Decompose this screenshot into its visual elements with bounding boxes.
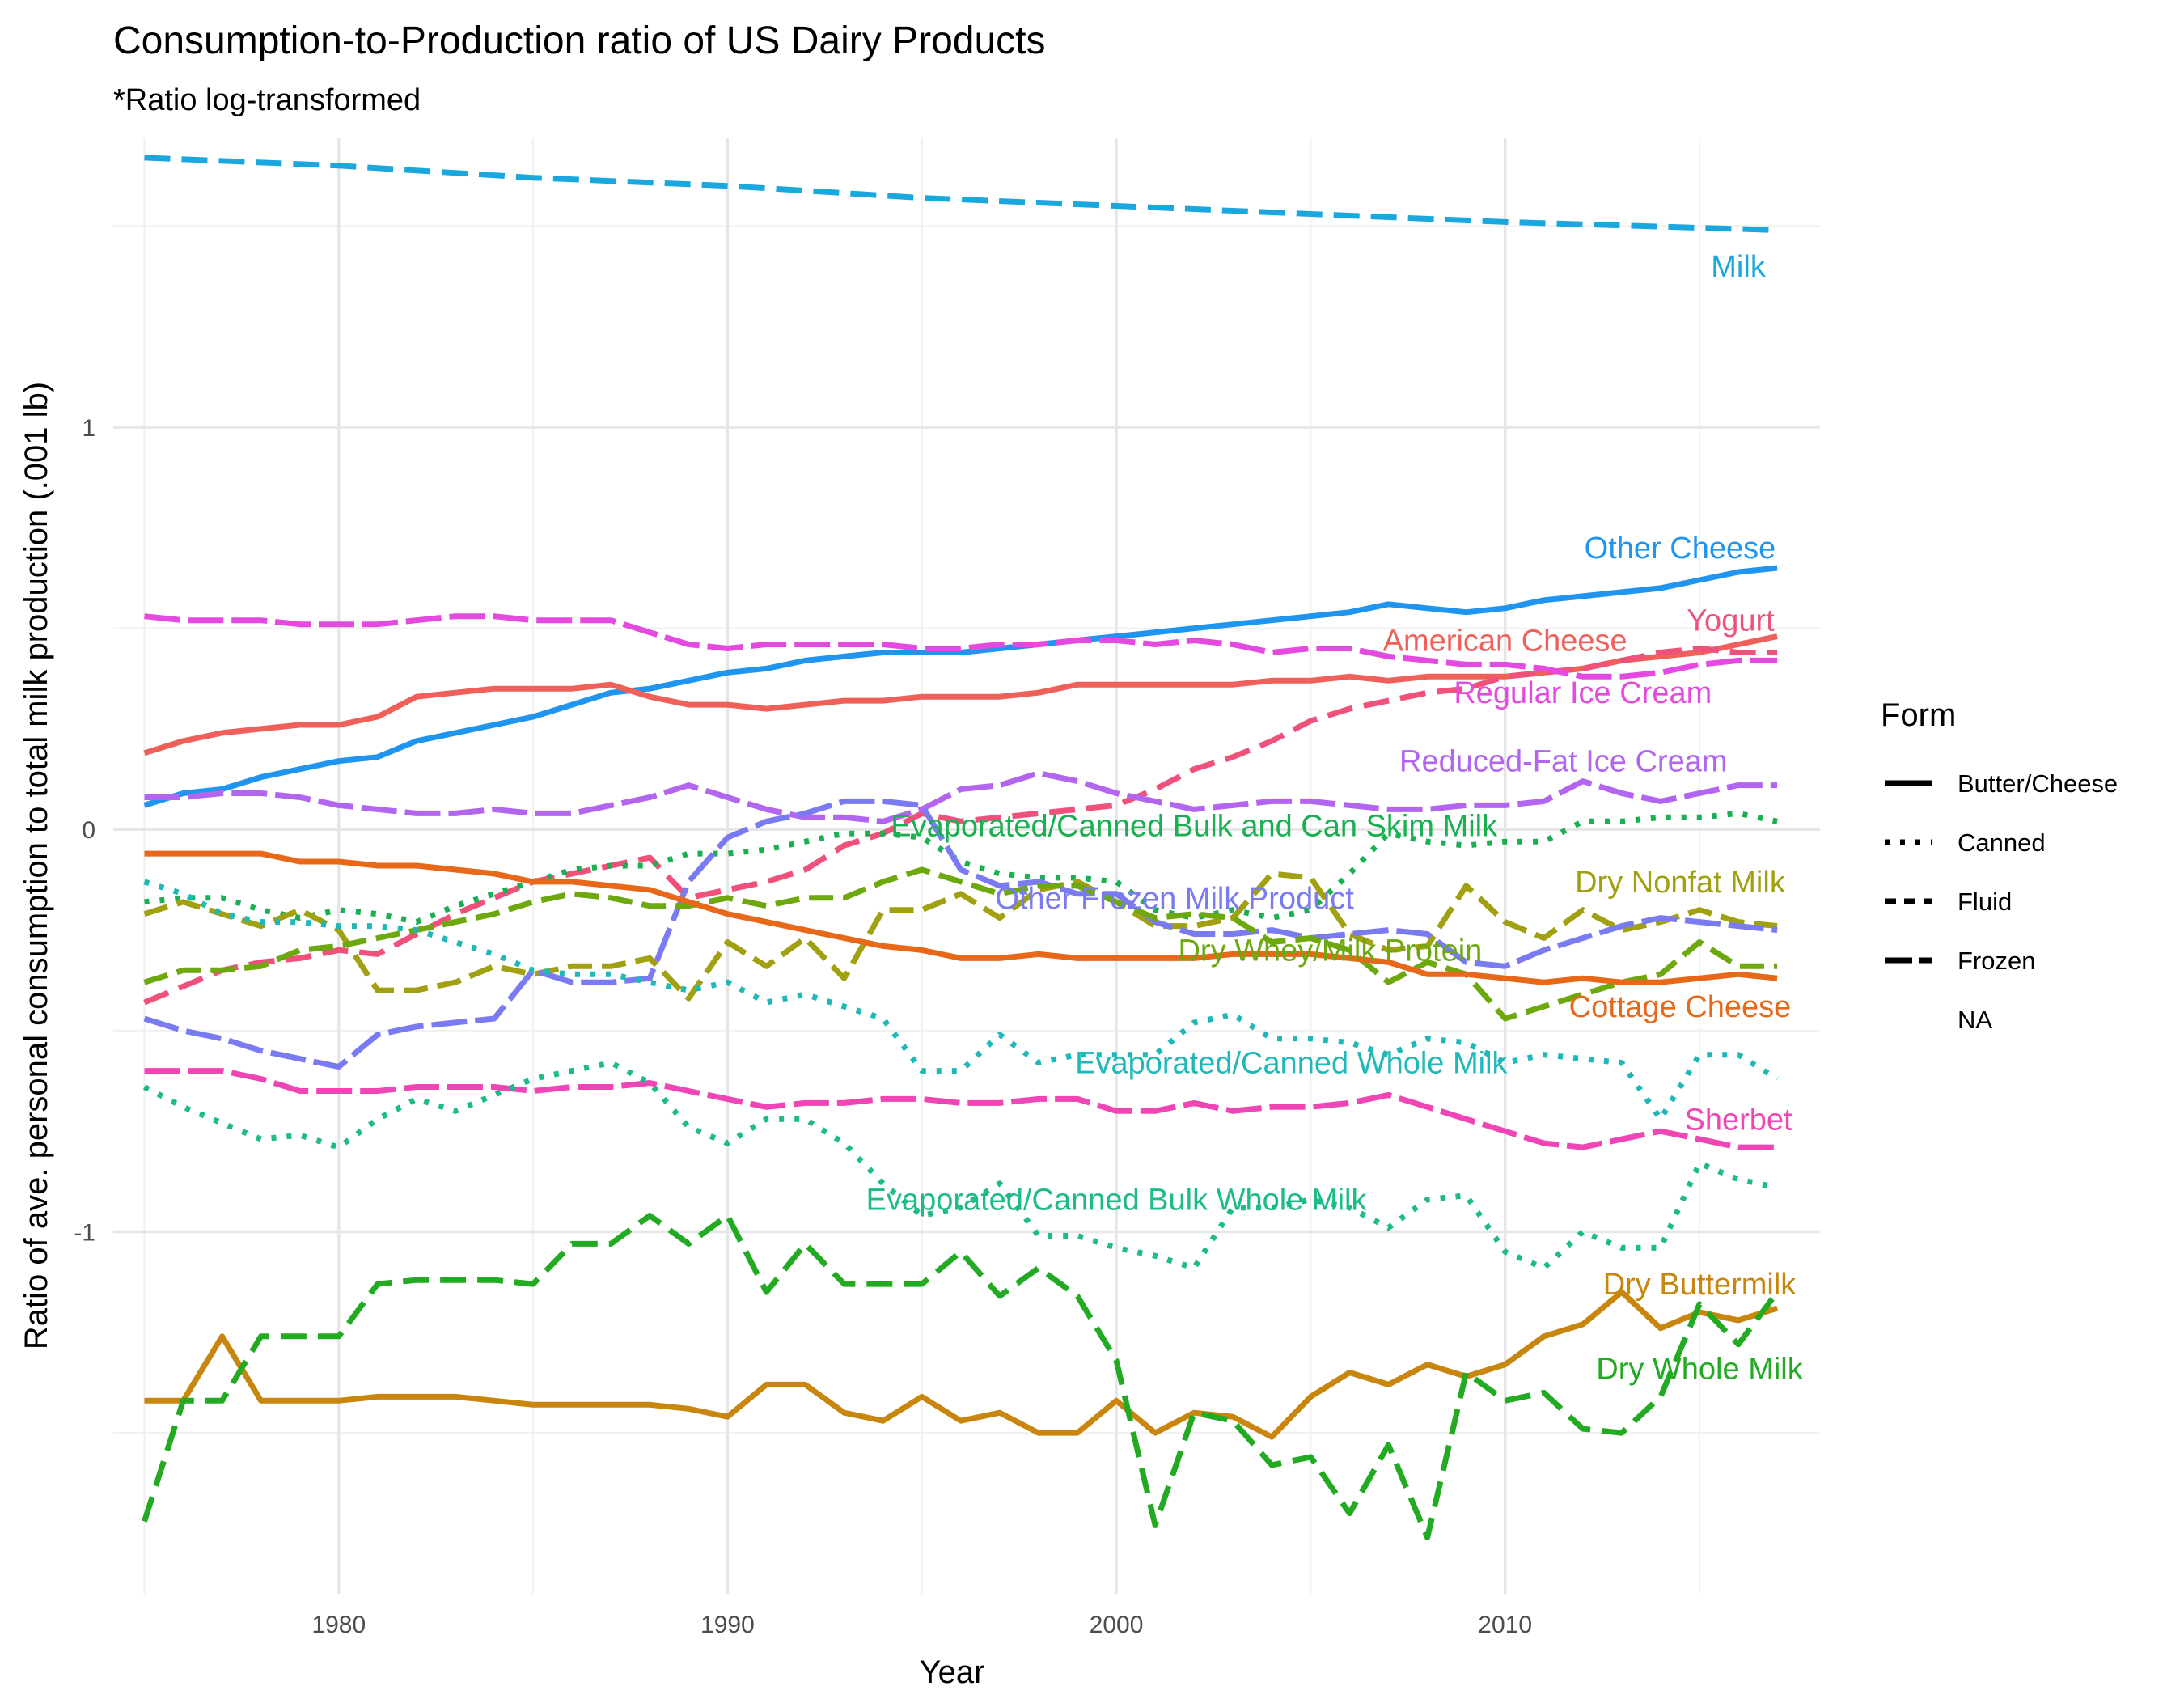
x-tick-label: 1980 — [311, 1612, 366, 1638]
series-label: Yogurt — [1687, 604, 1775, 638]
series-line-american-cheese — [143, 633, 1778, 756]
series-label: Evaporated/Canned Bulk and Can Skim Milk — [891, 809, 1498, 843]
chart-title: Consumption-to-Production ratio of US Da… — [113, 19, 1046, 62]
series-label: Reduced-Fat Ice Cream — [1399, 745, 1728, 779]
series-line-evaporated-canned-bulk-whole-milk — [142, 1060, 1778, 1271]
series-label: Regular Ice Cream — [1454, 676, 1712, 710]
y-tick-label: -1 — [74, 1219, 95, 1246]
series-lines — [142, 155, 1780, 1540]
x-tick-label: 2000 — [1090, 1612, 1144, 1638]
series-label: Cottage Cheese — [1569, 990, 1792, 1024]
series-labels: Milk Other Cheese American Cheese Yogurt Reg… — [866, 250, 1804, 1386]
series-label: Evaporated/Canned Bulk Whole Milk — [866, 1184, 1368, 1218]
series-label: Dry Buttermilk — [1603, 1268, 1797, 1302]
series-line-dry-whole-milk — [142, 1213, 1780, 1540]
series-label: Evaporated/Canned Whole Milk — [1075, 1047, 1508, 1081]
series-label: Other Frozen Milk Product — [995, 882, 1354, 916]
series-label: Other Cheese — [1585, 532, 1776, 566]
series-line-evaporated-canned-bulk-and-can-skim-milk — [144, 810, 1778, 926]
legend: Form Butter/Cheese Canned Fluid Frozen NA — [1881, 697, 2118, 1034]
y-tick-label: 0 — [82, 817, 95, 844]
series-line-regular-ice-cream — [144, 613, 1778, 680]
series-label: Sherbet — [1685, 1103, 1793, 1137]
x-axis-title: Year — [920, 1654, 985, 1690]
series-line-sherbet — [144, 1068, 1778, 1150]
chart-subtitle: *Ratio log-transformed — [113, 83, 421, 117]
legend-title: Form — [1881, 697, 1956, 733]
series-label: Dry Whole Milk — [1596, 1353, 1803, 1387]
series-line-other-frozen-milk-product — [143, 798, 1778, 1070]
series-label: American Cheese — [1383, 625, 1627, 659]
series-label: Dry Nonfat Milk — [1575, 866, 1786, 900]
y-axis-title: Ratio of ave. personal consumption to to… — [19, 382, 54, 1349]
x-tick-label: 2010 — [1478, 1612, 1532, 1638]
x-tick-label: 1990 — [700, 1612, 755, 1638]
series-line-other-cheese — [143, 565, 1778, 808]
series-line-reduced-fat-ice-cream — [144, 770, 1778, 824]
series-line-cottage-cheese — [144, 850, 1778, 985]
series-line-evaporated-canned-whole-milk — [143, 879, 1779, 1122]
legend-label: Canned — [1958, 828, 2046, 857]
series-line-dry-nonfat-milk — [143, 871, 1778, 1002]
series-label: Dry Whey/Milk Protein — [1178, 934, 1482, 968]
legend-label: Frozen — [1958, 947, 2035, 975]
axis-ticks: 1980 1990 2000 2010 -1 0 1 — [74, 415, 1532, 1638]
legend-label: Fluid — [1958, 888, 2012, 916]
y-tick-label: 1 — [82, 415, 95, 442]
legend-label: NA — [1958, 1006, 1992, 1034]
grid-lines — [113, 138, 1820, 1594]
series-line-dry-buttermilk — [144, 1289, 1779, 1440]
series-label: Milk — [1711, 250, 1767, 284]
series-line-yogurt — [143, 646, 1778, 1006]
legend-label: Butter/Cheese — [1958, 769, 2118, 798]
